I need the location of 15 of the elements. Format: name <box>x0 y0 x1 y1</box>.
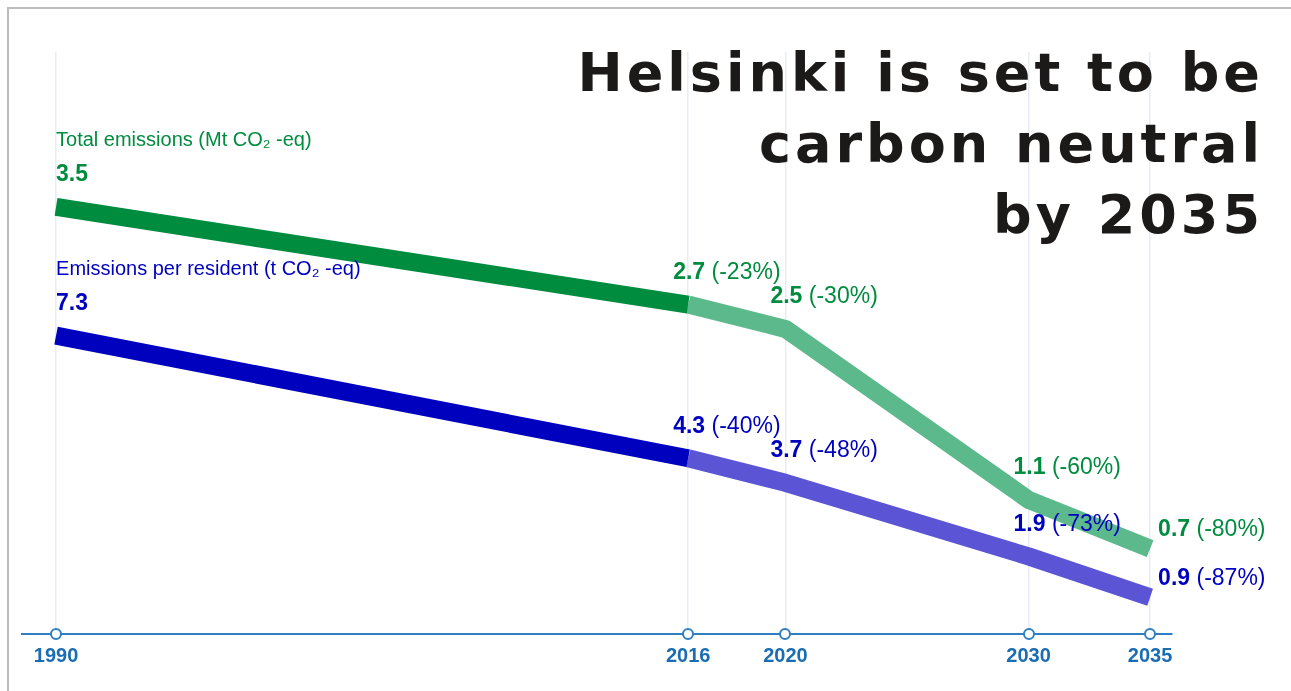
text: Helsinki is set to be carbon neutral by 2035 <box>577 40 1264 248</box>
x-tick-label: 2020 <box>763 643 808 666</box>
text: Total emissions (Mt CO₂ -eq) <box>56 128 312 151</box>
x-tick-label: 2016 <box>665 643 711 666</box>
data-label: 1.1 (-60%) <box>1013 453 1121 480</box>
data-label: 0.9 (-87%) <box>1158 563 1266 590</box>
x-tick-label: 2035 <box>1127 643 1173 666</box>
x-tick-label: 2030 <box>1006 643 1051 666</box>
data-label: 0.7 (-80%) <box>1158 514 1266 541</box>
data-label: 3.5 <box>56 160 89 187</box>
data-label: 7.3 <box>56 288 88 315</box>
text: Emissions per resident (t CO₂ -eq) <box>56 257 361 280</box>
x-tick-label: 1990 <box>33 643 79 666</box>
data-label: 4.3 (-40%) <box>673 411 781 438</box>
data-label: 2.7 (-23%) <box>673 257 781 284</box>
